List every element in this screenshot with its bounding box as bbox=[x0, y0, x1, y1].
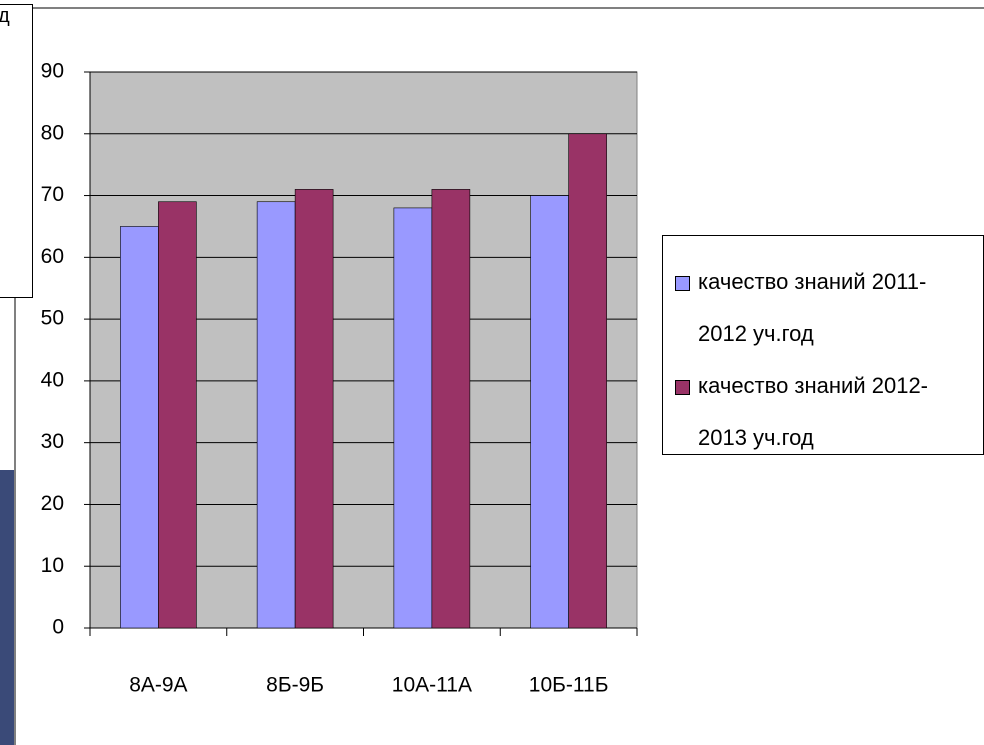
y-tick-label: 50 bbox=[41, 307, 64, 330]
y-tick-label: 10 bbox=[41, 554, 64, 577]
legend-swatch bbox=[675, 276, 690, 291]
y-tick-label: 90 bbox=[41, 60, 64, 83]
x-tick-label: 10Б-11Б bbox=[529, 674, 609, 697]
y-tick-label: 80 bbox=[41, 121, 64, 144]
bar bbox=[120, 226, 159, 629]
bar bbox=[530, 195, 569, 629]
bar bbox=[256, 201, 296, 629]
background-picture bbox=[0, 470, 14, 745]
y-tick-label: 0 bbox=[52, 616, 64, 639]
y-tick-label: 40 bbox=[41, 368, 64, 391]
legend-label: качество знаний 2012-2013 уч.год bbox=[698, 373, 929, 450]
legend-entry: качество знаний 2012-2013 уч.год bbox=[675, 360, 975, 464]
x-tick-label: 8А-9А bbox=[129, 674, 187, 697]
bar bbox=[393, 207, 433, 629]
bar bbox=[294, 189, 334, 629]
cut-text-box: д bbox=[0, 4, 33, 298]
y-tick-label: 70 bbox=[41, 183, 64, 206]
legend: качество знаний 2011-2012 уч.год качество… bbox=[662, 235, 984, 455]
x-tick-label: 8Б-9Б bbox=[266, 674, 324, 697]
legend-entry: качество знаний 2011-2012 уч.год bbox=[675, 256, 975, 360]
bar bbox=[431, 189, 471, 629]
legend-swatch bbox=[675, 380, 690, 395]
y-tick-label: 30 bbox=[41, 430, 64, 453]
x-tick-label: 10А-11А bbox=[392, 674, 472, 697]
cut-text: д bbox=[0, 5, 10, 27]
bar bbox=[568, 133, 607, 629]
legend-label: качество знаний 2011-2012 уч.год bbox=[698, 269, 927, 346]
y-tick-label: 20 bbox=[41, 492, 64, 515]
bar bbox=[158, 201, 197, 629]
y-tick-label: 60 bbox=[41, 245, 64, 268]
